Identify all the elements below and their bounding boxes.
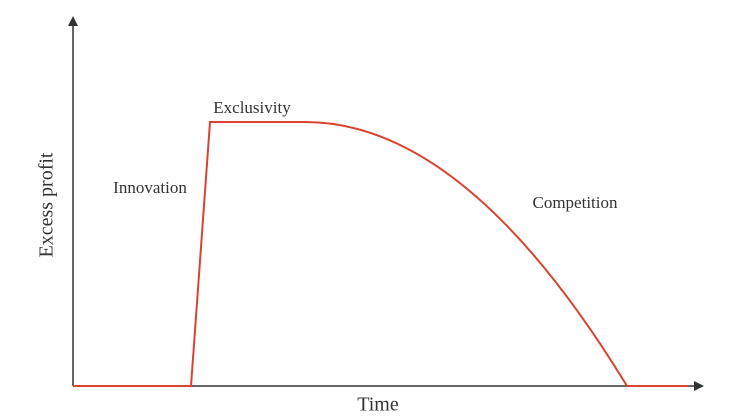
y-axis-title: Excess profit: [36, 152, 58, 257]
x-axis-title: Time: [357, 394, 399, 416]
phase-label: Exclusivity: [213, 98, 291, 117]
profit-curve: [73, 121, 688, 387]
phase-label: Innovation: [113, 178, 187, 197]
phase-label: Competition: [533, 193, 619, 212]
